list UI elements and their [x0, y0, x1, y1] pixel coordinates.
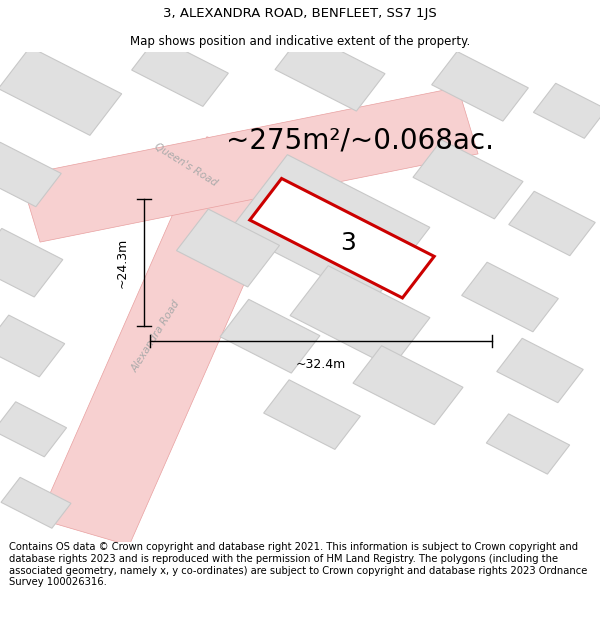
Polygon shape	[0, 228, 63, 297]
Text: Alexandra Road: Alexandra Road	[130, 299, 182, 374]
Polygon shape	[176, 209, 280, 287]
Polygon shape	[497, 338, 583, 402]
Polygon shape	[263, 380, 361, 449]
Polygon shape	[290, 266, 430, 368]
Text: ~32.4m: ~32.4m	[296, 358, 346, 371]
Polygon shape	[0, 315, 65, 377]
Polygon shape	[431, 51, 529, 121]
Polygon shape	[487, 414, 569, 474]
Polygon shape	[39, 137, 297, 546]
Polygon shape	[533, 83, 600, 138]
Text: Queen's Road: Queen's Road	[153, 141, 219, 188]
Text: ~24.3m: ~24.3m	[116, 238, 129, 288]
Text: Contains OS data © Crown copyright and database right 2021. This information is : Contains OS data © Crown copyright and d…	[9, 542, 587, 588]
Polygon shape	[220, 299, 320, 373]
Polygon shape	[1, 478, 71, 528]
Polygon shape	[413, 140, 523, 219]
Polygon shape	[0, 402, 67, 457]
Polygon shape	[20, 88, 478, 242]
Text: ~275m²/~0.068ac.: ~275m²/~0.068ac.	[226, 126, 494, 154]
Text: Map shows position and indicative extent of the property.: Map shows position and indicative extent…	[130, 35, 470, 48]
Text: 3, ALEXANDRA ROAD, BENFLEET, SS7 1JS: 3, ALEXANDRA ROAD, BENFLEET, SS7 1JS	[163, 6, 437, 19]
Polygon shape	[509, 191, 595, 256]
Polygon shape	[250, 179, 434, 298]
Polygon shape	[353, 346, 463, 424]
Polygon shape	[0, 142, 61, 207]
Polygon shape	[461, 262, 559, 332]
Polygon shape	[230, 154, 430, 302]
Polygon shape	[0, 47, 122, 136]
Polygon shape	[275, 32, 385, 111]
Text: 3: 3	[340, 231, 356, 255]
Polygon shape	[131, 37, 229, 106]
